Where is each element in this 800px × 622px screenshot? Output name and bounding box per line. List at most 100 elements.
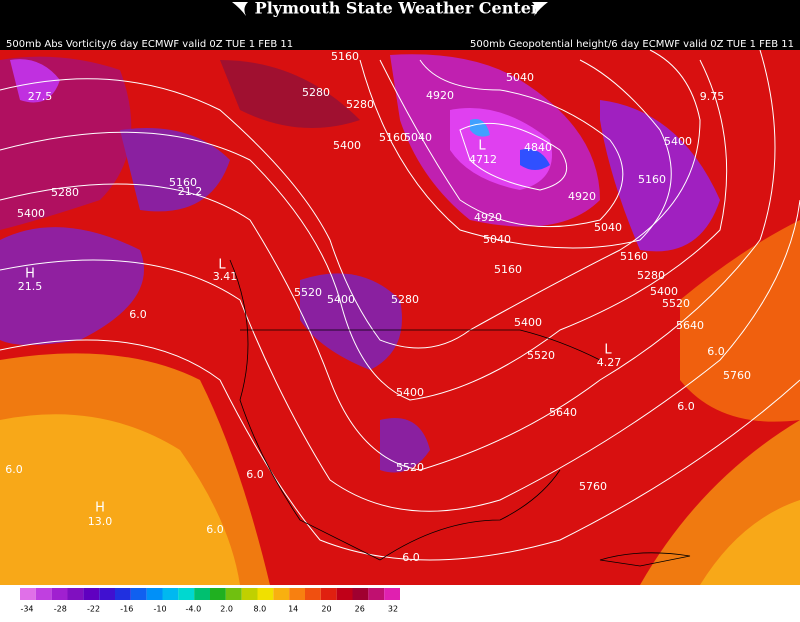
height-label: 4920	[568, 190, 596, 203]
pressure-center: H	[25, 267, 35, 282]
colorbar-cell	[273, 588, 290, 600]
height-label: 5400	[514, 316, 542, 329]
colorbar-cell	[384, 588, 400, 600]
colorbar-cell	[35, 588, 52, 600]
colorbar-label: 2.0	[220, 605, 233, 614]
colorbar-label: -4.0	[186, 605, 202, 614]
colorbar-label: 20	[321, 605, 331, 614]
height-label: 5160	[379, 131, 407, 144]
height-label: 5520	[527, 349, 555, 362]
height-label: 5400	[17, 207, 45, 220]
height-label: 5160	[620, 250, 648, 263]
map-labels: 5160528052805400516050404920504047124840…	[5, 50, 751, 564]
height-label: 5400	[327, 293, 355, 306]
vorticity-label: 21.5	[18, 280, 43, 293]
colorbar-cell	[146, 588, 163, 600]
left-caption: 500mb Abs Vorticity/6 day ECMWF valid 0Z…	[6, 39, 293, 50]
colorbar-cell	[368, 588, 385, 600]
colorbar-cell	[51, 588, 68, 600]
political-borders	[229, 259, 691, 567]
colorbar-cell	[210, 588, 226, 600]
height-label: 5760	[579, 480, 607, 493]
height-label: 5760	[723, 369, 751, 382]
colorbar-cell	[83, 588, 100, 600]
colorbar-label: 8.0	[254, 605, 267, 614]
colorbar-cell	[99, 588, 115, 600]
height-label: 5640	[676, 319, 704, 332]
map-field	[0, 50, 800, 585]
colorbar: -34 -28 -22 -16 -10 -4.0 2.0 8.0 14 20 26 32	[20, 588, 400, 614]
title: Plymouth State Weather Center	[255, 0, 540, 18]
colorbar-label: -34	[20, 605, 33, 614]
colorbar-cell	[162, 588, 179, 600]
vorticity-label: 6.0	[677, 400, 695, 413]
height-label: 5160	[331, 50, 359, 63]
vorticity-label: 21.2	[178, 185, 203, 198]
header-band	[0, 0, 800, 50]
vorticity-label: 6.0	[206, 523, 224, 536]
right-caption: 500mb Geopotential height/6 day ECMWF va…	[470, 39, 794, 50]
colorbar-cell	[289, 588, 305, 600]
vorticity-label: 9.75	[700, 90, 725, 103]
colorbar-label: 26	[355, 605, 365, 614]
vorticity-label: 4.27	[597, 356, 622, 369]
colorbar-cell	[130, 588, 147, 600]
vorticity-label: 13.0	[88, 515, 113, 528]
pressure-center: L	[218, 258, 226, 273]
colorbar-cell	[115, 588, 131, 600]
colorbar-label: -28	[54, 605, 67, 614]
colorbar-label: 14	[288, 605, 298, 614]
pressure-center: H	[95, 501, 105, 516]
colorbar-cell	[257, 588, 274, 600]
colorbar-label: 32	[388, 605, 398, 614]
pressure-center: L	[604, 343, 612, 358]
pressure-center: L	[478, 139, 486, 154]
vorticity-label: 6.0	[246, 468, 264, 481]
colorbar-cell	[241, 588, 258, 600]
height-label: 5040	[483, 233, 511, 246]
colorbar-cell	[305, 588, 321, 600]
colorbar-cell	[178, 588, 195, 600]
height-label: 5160	[494, 263, 522, 276]
height-label: 5400	[333, 139, 361, 152]
colorbar-cell	[352, 588, 369, 600]
colorbar-cell	[336, 588, 353, 600]
colorbar-cell	[225, 588, 242, 600]
colorbar-cell	[67, 588, 84, 600]
height-label: 5280	[391, 293, 419, 306]
height-label: 5280	[302, 86, 330, 99]
height-label: 4920	[426, 89, 454, 102]
height-label: 5400	[664, 135, 692, 148]
height-label: 5400	[650, 285, 678, 298]
height-label: 5040	[506, 71, 534, 84]
height-label: 5400	[396, 386, 424, 399]
colorbar-cell	[20, 588, 36, 600]
height-label: 4920	[474, 211, 502, 224]
height-contours	[0, 49, 800, 561]
vorticity-label: 6.0	[707, 345, 725, 358]
colorbar-label: -10	[154, 605, 167, 614]
vorticity-label: 6.0	[402, 551, 420, 564]
height-label: 5640	[549, 406, 577, 419]
height-label: 5040	[594, 221, 622, 234]
colorbar-cell	[194, 588, 210, 600]
height-label: 5520	[396, 461, 424, 474]
height-label: 5520	[294, 286, 322, 299]
height-label: 5280	[51, 186, 79, 199]
height-label: 5520	[662, 297, 690, 310]
colorbar-label: -16	[120, 605, 133, 614]
height-label: 4712	[469, 153, 497, 166]
vorticity-label: 27.5	[28, 90, 53, 103]
height-label: 5160	[638, 173, 666, 186]
height-label: 5280	[637, 269, 665, 282]
vorticity-label: 6.0	[5, 463, 23, 476]
height-label: 5160	[169, 176, 197, 189]
vorticity-label: 6.0	[129, 308, 147, 321]
height-label: 5280	[346, 98, 374, 111]
colorbar-cell	[320, 588, 337, 600]
colorbar-label: -22	[87, 605, 100, 614]
height-label: 4840	[524, 141, 552, 154]
height-label: 5040	[404, 131, 432, 144]
vorticity-label: 3.41	[213, 270, 238, 283]
